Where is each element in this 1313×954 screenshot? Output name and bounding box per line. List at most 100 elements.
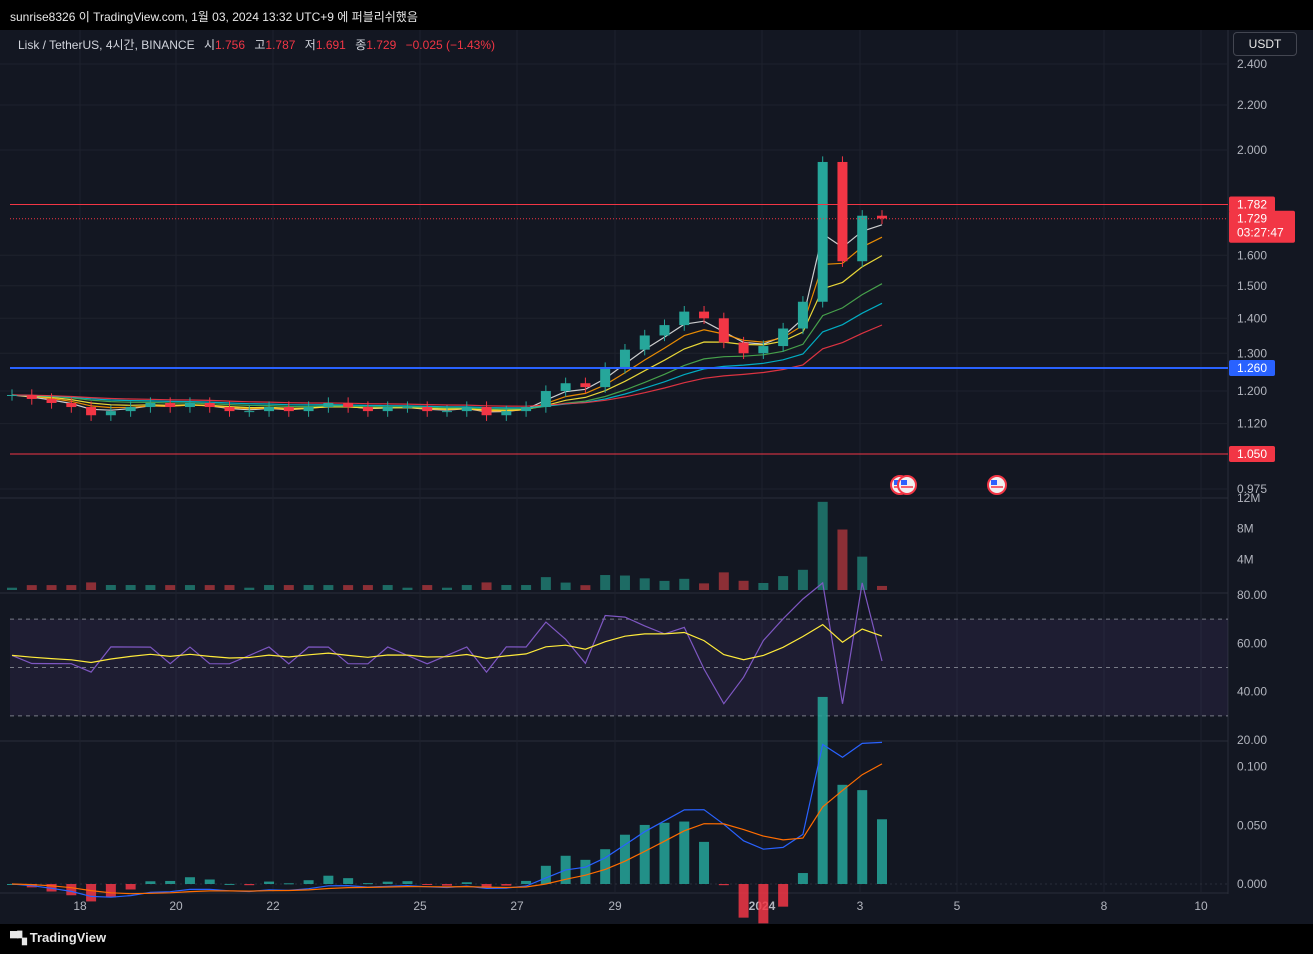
candle-body	[778, 328, 789, 347]
x-tick-label: 20	[169, 899, 183, 913]
symbol-name: Lisk / TetherUS, 4시간, BINANCE	[18, 38, 195, 52]
publish-info-text: sunrise8326 이 TradingView.com, 1월 03, 20…	[10, 10, 418, 24]
price-tick-label: 2.000	[1237, 143, 1267, 157]
candle-body	[837, 161, 848, 262]
macd-histogram-bar	[659, 822, 670, 884]
x-tick-label: 25	[413, 899, 427, 913]
macd-histogram-bar	[718, 884, 729, 886]
macd-histogram-bar	[501, 884, 512, 886]
footer-bar	[0, 924, 1313, 954]
low-label: 저	[304, 38, 316, 52]
price-tick-label: 0.975	[1237, 482, 1267, 496]
macd-histogram-bar	[66, 884, 77, 896]
price-tick-label: 1.120	[1237, 417, 1267, 431]
price-tick-label: 2.400	[1237, 57, 1267, 71]
volume-bar	[778, 576, 789, 590]
volume-bar	[46, 585, 57, 590]
x-tick-label: 8	[1101, 899, 1108, 913]
x-tick-label: 5	[954, 899, 961, 913]
candle-body	[26, 394, 37, 399]
volume-bar	[501, 585, 512, 590]
candle-body	[283, 407, 294, 412]
volume-bar	[105, 585, 116, 590]
chart-svg[interactable]: 1820222527292024358102.4002.2002.0001.60…	[0, 30, 1313, 924]
volume-bar	[343, 585, 354, 590]
volume-bar	[362, 585, 373, 590]
candle-body	[580, 383, 591, 388]
macd-histogram-bar	[442, 884, 452, 886]
volume-bar	[264, 585, 275, 590]
price-level-tag-text: 1.050	[1237, 447, 1267, 461]
macd-histogram-bar	[521, 880, 532, 884]
chart-area[interactable]: 1820222527292024358102.4002.2002.0001.60…	[0, 30, 1313, 924]
macd-tick-label: 0.100	[1237, 760, 1267, 774]
macd-signal-line	[11, 763, 883, 895]
price-level-tag-text: 1.782	[1237, 197, 1267, 211]
macd-histogram-bar	[600, 849, 611, 884]
price-level-tag-bg	[1229, 446, 1275, 463]
macd-histogram-bar	[145, 881, 156, 884]
macd-tick-label: 0.050	[1237, 818, 1267, 832]
volume-bar	[283, 585, 294, 590]
volume-bar	[86, 582, 97, 590]
macd-histogram-bar	[540, 865, 551, 884]
macd-histogram-bar	[382, 881, 393, 884]
volume-bar	[125, 585, 136, 590]
moving-average-line	[11, 283, 883, 410]
price-tick-label: 2.200	[1237, 98, 1267, 112]
price-level-tag: 1.050	[1229, 446, 1275, 463]
macd-histogram-bar	[125, 884, 136, 890]
macd-histogram-bar	[303, 880, 314, 884]
macd-histogram-bar	[461, 882, 472, 884]
candle-body	[244, 411, 255, 413]
candle-body	[679, 311, 690, 326]
volume-bar	[580, 585, 591, 590]
moving-average-line	[11, 324, 883, 407]
us-flag-icon	[991, 480, 997, 485]
volume-bar	[303, 585, 314, 590]
tradingview-logo[interactable]: ▀▚ TradingView	[10, 930, 106, 945]
macd-histogram-bar	[184, 877, 195, 884]
x-tick-label: 22	[266, 899, 280, 913]
candle-body	[86, 407, 97, 416]
us-flag-icon	[894, 480, 900, 485]
candle-body	[501, 411, 512, 416]
x-tick-label: 10	[1194, 899, 1208, 913]
candle-body	[402, 407, 413, 409]
candle-body	[877, 215, 887, 219]
candle-body	[797, 301, 808, 329]
volume-bar	[560, 582, 571, 590]
candle-body	[521, 407, 532, 412]
publish-info-bar: sunrise8326 이 TradingView.com, 1월 03, 20…	[0, 0, 1313, 30]
candle-body	[718, 318, 729, 343]
macd-histogram-bar	[422, 884, 433, 885]
candle-body	[758, 346, 769, 354]
macd-histogram-bar	[402, 881, 413, 884]
brand-name: TradingView	[29, 930, 107, 945]
currency-button[interactable]: USDT	[1233, 32, 1297, 56]
close-value: 1.729	[366, 38, 397, 52]
candle-body	[422, 407, 433, 412]
candle-body	[224, 407, 235, 412]
volume-bar	[402, 587, 413, 590]
candle-body	[264, 407, 275, 412]
macd-histogram-bar	[679, 821, 690, 884]
volume-bar	[204, 585, 215, 590]
volume-bar	[837, 529, 848, 590]
macd-histogram-bar	[105, 884, 116, 898]
macd-histogram-bar	[580, 859, 591, 884]
volume-bar	[461, 585, 472, 590]
volume-bar	[442, 587, 452, 590]
macd-histogram-bar	[837, 784, 848, 884]
macd-histogram-bar	[86, 884, 97, 902]
price-level-tag-bg	[1229, 196, 1275, 213]
high-label: 고	[254, 38, 266, 52]
volume-bar	[323, 585, 334, 590]
price-tick-label: 1.400	[1237, 311, 1267, 325]
change-value: −0.025 (−1.43%)	[405, 38, 496, 52]
macd-histogram-bar	[758, 884, 769, 924]
volume-bar	[224, 585, 235, 590]
rsi-line	[11, 581, 883, 705]
candle-body	[442, 411, 452, 413]
open-label: 시	[203, 38, 215, 52]
